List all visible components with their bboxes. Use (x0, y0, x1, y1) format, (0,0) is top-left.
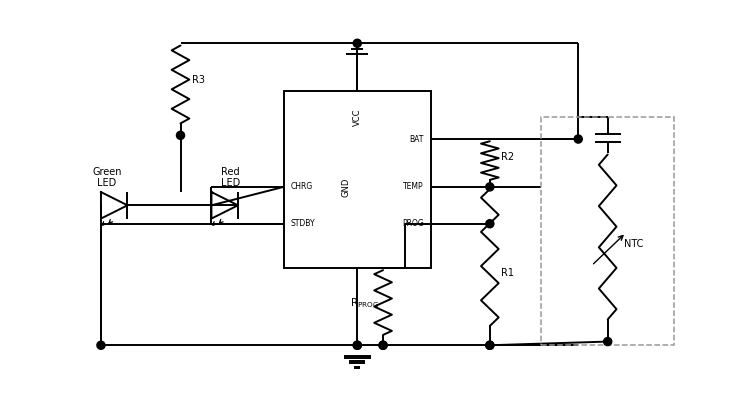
Circle shape (379, 341, 387, 349)
Text: GND: GND (341, 177, 350, 196)
Circle shape (379, 341, 387, 349)
Text: BAT: BAT (409, 135, 423, 143)
Text: LED: LED (221, 178, 240, 188)
Circle shape (574, 135, 583, 143)
Text: CHRG: CHRG (291, 182, 313, 191)
Circle shape (353, 341, 362, 349)
Text: VCC: VCC (353, 108, 362, 126)
Circle shape (176, 131, 185, 139)
Text: R3: R3 (191, 76, 205, 85)
Bar (542, 117, 674, 345)
Text: STDBY: STDBY (291, 219, 315, 228)
Text: R2: R2 (501, 152, 514, 162)
Text: R1: R1 (501, 268, 514, 278)
Circle shape (603, 337, 612, 346)
Circle shape (486, 341, 494, 349)
Circle shape (353, 341, 362, 349)
Text: PROG: PROG (402, 219, 423, 228)
Circle shape (486, 341, 494, 349)
Circle shape (486, 220, 494, 228)
Bar (283, 91, 431, 268)
Text: LED: LED (97, 178, 117, 188)
Text: TEMP: TEMP (403, 182, 423, 191)
Text: Red: Red (221, 167, 240, 177)
Circle shape (486, 183, 494, 191)
Text: $\mathsf{R_{PROG}}$: $\mathsf{R_{PROG}}$ (350, 296, 379, 310)
Circle shape (353, 39, 362, 47)
Text: Green: Green (92, 167, 121, 177)
Circle shape (97, 341, 105, 349)
Text: NTC: NTC (624, 239, 644, 249)
